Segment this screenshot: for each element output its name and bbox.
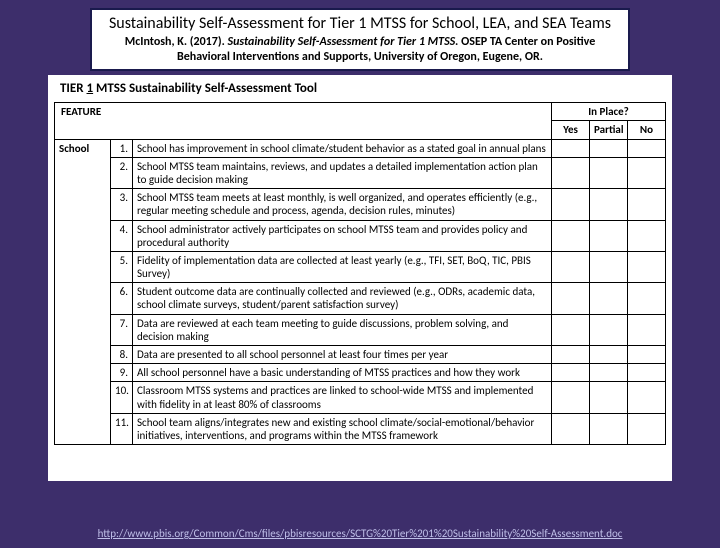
cell-partial[interactable] bbox=[590, 364, 628, 382]
row-text: All school personnel have a basic unders… bbox=[133, 364, 552, 382]
col-no: No bbox=[628, 121, 666, 139]
cell-yes[interactable] bbox=[552, 220, 590, 251]
cell-yes[interactable] bbox=[552, 346, 590, 364]
cell-no[interactable] bbox=[628, 139, 666, 157]
cell-yes[interactable] bbox=[552, 251, 590, 282]
citation-italic: Sustainability Self-Assessment for Tier … bbox=[228, 35, 459, 49]
row-number: 9. bbox=[111, 364, 133, 382]
row-number: 3. bbox=[111, 189, 133, 220]
cell-partial[interactable] bbox=[590, 413, 628, 444]
cell-no[interactable] bbox=[628, 220, 666, 251]
cell-no[interactable] bbox=[628, 157, 666, 188]
row-text: School administrator actively participat… bbox=[133, 220, 552, 251]
tool-suffix: MTSS Sustainability Self-Assessment Tool bbox=[93, 81, 317, 96]
row-number: 8. bbox=[111, 346, 133, 364]
cell-yes[interactable] bbox=[552, 314, 590, 345]
cell-no[interactable] bbox=[628, 251, 666, 282]
cell-partial[interactable] bbox=[590, 157, 628, 188]
table-row: 2.School MTSS team maintains, reviews, a… bbox=[55, 157, 666, 188]
table-container: TIER 1 MTSS Sustainability Self-Assessme… bbox=[48, 75, 672, 481]
cell-partial[interactable] bbox=[590, 382, 628, 413]
row-number: 7. bbox=[111, 314, 133, 345]
table-row: 5.Fidelity of implementation data are co… bbox=[55, 251, 666, 282]
row-text: School team aligns/integrates new and ex… bbox=[133, 413, 552, 444]
cell-yes[interactable] bbox=[552, 413, 590, 444]
cell-partial[interactable] bbox=[590, 346, 628, 364]
cell-yes[interactable] bbox=[552, 382, 590, 413]
row-text: Student outcome data are continually col… bbox=[133, 283, 552, 314]
cell-partial[interactable] bbox=[590, 251, 628, 282]
col-feature: FEATURE bbox=[55, 103, 552, 139]
row-number: 4. bbox=[111, 220, 133, 251]
table-row: 6.Student outcome data are continually c… bbox=[55, 283, 666, 314]
row-text: School MTSS team maintains, reviews, and… bbox=[133, 157, 552, 188]
page-title: Sustainability Self-Assessment for Tier … bbox=[100, 14, 620, 33]
cell-partial[interactable] bbox=[590, 314, 628, 345]
cell-yes[interactable] bbox=[552, 364, 590, 382]
row-number: 10. bbox=[111, 382, 133, 413]
row-number: 6. bbox=[111, 283, 133, 314]
cell-yes[interactable] bbox=[552, 283, 590, 314]
cell-no[interactable] bbox=[628, 413, 666, 444]
col-partial: Partial bbox=[590, 121, 628, 139]
row-text: School MTSS team meets at least monthly,… bbox=[133, 189, 552, 220]
row-number: 11. bbox=[111, 413, 133, 444]
assessment-table: FEATURE In Place? Yes Partial No School1… bbox=[54, 102, 666, 445]
table-row: 8.Data are presented to all school perso… bbox=[55, 346, 666, 364]
row-text: Data are presented to all school personn… bbox=[133, 346, 552, 364]
cell-partial[interactable] bbox=[590, 220, 628, 251]
level-cell: School bbox=[55, 139, 111, 445]
col-inplace: In Place? bbox=[552, 103, 666, 121]
col-yes: Yes bbox=[552, 121, 590, 139]
table-row: School1.School has improvement in school… bbox=[55, 139, 666, 157]
source-link[interactable]: http://www.pbis.org/Common/Cms/files/pbi… bbox=[98, 527, 623, 540]
table-row: 7.Data are reviewed at each team meeting… bbox=[55, 314, 666, 345]
cell-partial[interactable] bbox=[590, 139, 628, 157]
cell-no[interactable] bbox=[628, 382, 666, 413]
citation-author: McIntosh, K. (2017). bbox=[125, 35, 228, 49]
table-row: 9.All school personnel have a basic unde… bbox=[55, 364, 666, 382]
cell-yes[interactable] bbox=[552, 189, 590, 220]
tool-prefix: TIER bbox=[60, 81, 87, 96]
cell-no[interactable] bbox=[628, 364, 666, 382]
tool-title: TIER 1 MTSS Sustainability Self-Assessme… bbox=[54, 81, 666, 96]
row-text: Fidelity of implementation data are coll… bbox=[133, 251, 552, 282]
row-number: 1. bbox=[111, 139, 133, 157]
cell-no[interactable] bbox=[628, 346, 666, 364]
footer: http://www.pbis.org/Common/Cms/files/pbi… bbox=[0, 523, 720, 542]
cell-yes[interactable] bbox=[552, 139, 590, 157]
table-row: 10.Classroom MTSS systems and practices … bbox=[55, 382, 666, 413]
row-number: 2. bbox=[111, 157, 133, 188]
table-row: 4.School administrator actively particip… bbox=[55, 220, 666, 251]
table-row: 11.School team aligns/integrates new and… bbox=[55, 413, 666, 444]
header-box: Sustainability Self-Assessment for Tier … bbox=[90, 8, 630, 71]
table-row: 3.School MTSS team meets at least monthl… bbox=[55, 189, 666, 220]
cell-no[interactable] bbox=[628, 283, 666, 314]
row-text: Classroom MTSS systems and practices are… bbox=[133, 382, 552, 413]
cell-no[interactable] bbox=[628, 314, 666, 345]
row-text: School has improvement in school climate… bbox=[133, 139, 552, 157]
cell-no[interactable] bbox=[628, 189, 666, 220]
cell-partial[interactable] bbox=[590, 189, 628, 220]
row-number: 5. bbox=[111, 251, 133, 282]
row-text: Data are reviewed at each team meeting t… bbox=[133, 314, 552, 345]
citation: McIntosh, K. (2017). Sustainability Self… bbox=[100, 35, 620, 65]
cell-yes[interactable] bbox=[552, 157, 590, 188]
cell-partial[interactable] bbox=[590, 283, 628, 314]
